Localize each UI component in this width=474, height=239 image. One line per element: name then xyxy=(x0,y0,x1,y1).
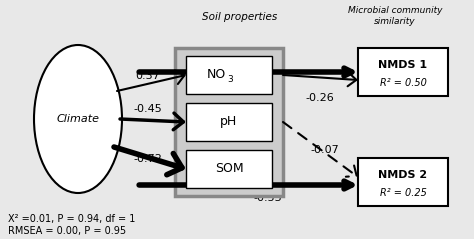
Text: RMSEA = 0.00, P = 0.95: RMSEA = 0.00, P = 0.95 xyxy=(8,226,126,236)
Bar xyxy=(175,48,283,196)
Text: -0.53: -0.53 xyxy=(254,193,283,203)
Text: R² = 0.25: R² = 0.25 xyxy=(380,188,427,198)
Text: NO: NO xyxy=(207,69,226,81)
Bar xyxy=(358,158,448,206)
Text: 0.37: 0.37 xyxy=(136,71,160,81)
Text: -0.72: -0.72 xyxy=(134,154,163,164)
Text: Soil properties: Soil properties xyxy=(202,12,278,22)
Bar xyxy=(186,56,272,94)
Text: pH: pH xyxy=(220,115,237,129)
Text: -0.07: -0.07 xyxy=(310,145,339,155)
Text: X² =0.01, P = 0.94, df = 1: X² =0.01, P = 0.94, df = 1 xyxy=(8,214,136,224)
Text: -0.45: -0.45 xyxy=(134,104,163,114)
Text: Climate: Climate xyxy=(56,114,100,124)
Bar xyxy=(358,48,448,96)
Text: SOM: SOM xyxy=(215,163,243,175)
Ellipse shape xyxy=(34,45,122,193)
Bar xyxy=(186,103,272,141)
Text: NMDS 1: NMDS 1 xyxy=(378,60,428,70)
Text: NMDS 2: NMDS 2 xyxy=(378,170,428,180)
Text: 0.51: 0.51 xyxy=(255,52,280,62)
Text: 3: 3 xyxy=(227,75,233,83)
Text: Microbial community
similarity: Microbial community similarity xyxy=(348,6,442,26)
Bar xyxy=(186,150,272,188)
Text: R² = 0.50: R² = 0.50 xyxy=(380,78,427,87)
Text: -0.26: -0.26 xyxy=(306,93,334,103)
